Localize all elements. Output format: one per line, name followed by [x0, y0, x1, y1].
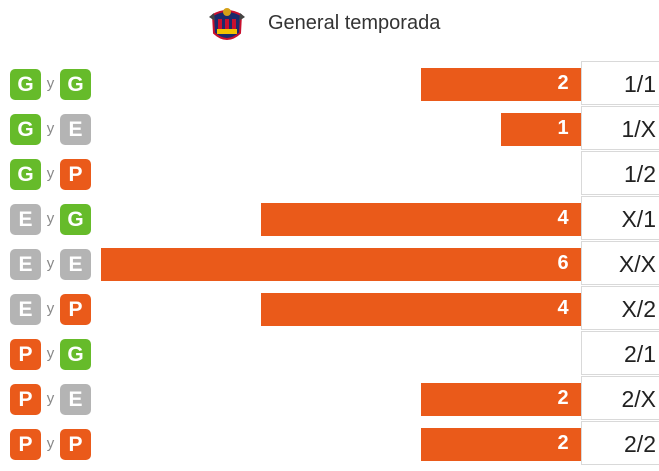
- result-badge-G: G: [10, 69, 41, 100]
- category-label-box: 2/X: [581, 376, 659, 420]
- category-label: 1/X: [621, 116, 656, 142]
- category-label: X/X: [618, 251, 656, 277]
- category-label-box: 2/1: [581, 331, 659, 375]
- connector-text: y: [46, 255, 55, 272]
- connector-text: y: [46, 435, 55, 452]
- bar-value-label: 2: [557, 432, 569, 454]
- bar-value-label: 4: [557, 297, 569, 319]
- result-badge-E: E: [60, 384, 91, 415]
- levante-crest-icon: [209, 8, 245, 40]
- bar-value-label: 4: [557, 207, 569, 229]
- result-badge-G: G: [60, 339, 91, 370]
- bar: [261, 293, 581, 326]
- chart-title: General temporada: [268, 12, 441, 34]
- connector-text: y: [46, 345, 55, 362]
- result-badge-G: G: [60, 204, 91, 235]
- bar: [421, 428, 581, 461]
- bar-value-label: 2: [557, 72, 569, 94]
- category-label: 2/2: [624, 431, 656, 457]
- bar-value-label: 6: [557, 252, 569, 274]
- category-label: 1/2: [624, 161, 656, 187]
- category-label: X/2: [621, 296, 656, 322]
- connector-text: y: [46, 390, 55, 407]
- bar: [501, 113, 581, 146]
- connector-text: y: [46, 300, 55, 317]
- connector-text: y: [46, 120, 55, 137]
- connector-text: y: [46, 210, 55, 227]
- result-badge-E: E: [60, 249, 91, 280]
- category-label-box: 1/1: [581, 61, 659, 105]
- category-label: 2/1: [624, 341, 656, 367]
- category-label-box: 1/X: [581, 106, 659, 150]
- result-badge-P: P: [10, 339, 41, 370]
- category-label-box: 1/2: [581, 151, 659, 195]
- category-label-box: X/1: [581, 196, 659, 240]
- result-badge-E: E: [10, 294, 41, 325]
- bar-value-label: 1: [557, 117, 569, 139]
- result-badge-G: G: [60, 69, 91, 100]
- bar: [101, 248, 581, 281]
- result-badge-G: G: [10, 114, 41, 145]
- result-badge-P: P: [60, 429, 91, 460]
- result-badge-P: P: [10, 384, 41, 415]
- connector-text: y: [46, 75, 55, 92]
- connector-text: y: [46, 165, 55, 182]
- category-label: 2/X: [621, 386, 656, 412]
- result-badge-P: P: [60, 159, 91, 190]
- category-label: 1/1: [624, 71, 656, 97]
- chart-header: General temporada: [0, 0, 659, 48]
- category-label-box: 2/2: [581, 421, 659, 465]
- result-badge-E: E: [10, 204, 41, 235]
- result-badge-P: P: [10, 429, 41, 460]
- bar: [261, 203, 581, 236]
- result-badge-G: G: [10, 159, 41, 190]
- category-label: X/1: [621, 206, 656, 232]
- bar: [421, 68, 581, 101]
- result-badge-E: E: [60, 114, 91, 145]
- category-label-box: X/2: [581, 286, 659, 330]
- result-badge-P: P: [60, 294, 91, 325]
- bar: [421, 383, 581, 416]
- category-label-box: X/X: [581, 241, 659, 285]
- bar-value-label: 2: [557, 387, 569, 409]
- result-badge-E: E: [10, 249, 41, 280]
